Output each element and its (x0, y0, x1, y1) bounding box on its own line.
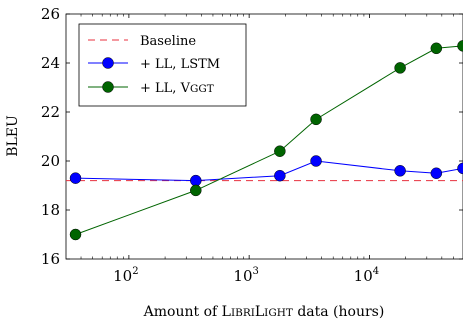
plot-frame (65, 13, 463, 260)
legend-vggt-marker (102, 81, 114, 93)
x-axis-minor-ticks (80, 14, 454, 259)
legend-lstm-marker (102, 57, 114, 69)
series-0-point (457, 162, 463, 175)
y-axis-title: BLEU (5, 115, 21, 157)
y-tick-label: 26 (41, 5, 60, 23)
y-tick-label: 18 (41, 201, 60, 219)
y-tick-label: 16 (41, 250, 60, 268)
series-0-point (274, 169, 286, 182)
series-0-point (69, 172, 82, 184)
series-0-point (310, 155, 322, 167)
series-1-point (394, 62, 406, 74)
x-tick-label: 104 (354, 266, 379, 285)
y-tick-label: 24 (41, 54, 60, 72)
x-tick-label: 102 (113, 266, 138, 285)
series-1-point (310, 113, 322, 126)
legend: Baseline + LL, LSTM + LL, VGGT (78, 23, 247, 107)
series-layer (69, 40, 463, 241)
legend-lstm-label: + LL, LSTM (140, 57, 220, 72)
x-tick-label: 103 (233, 266, 258, 285)
series-1-point (457, 40, 463, 52)
series-0-point (190, 174, 202, 187)
y-tick-label: 20 (41, 152, 60, 170)
y-tick-label: 22 (41, 103, 60, 121)
series-1-point (430, 42, 443, 55)
series-1-point (190, 184, 202, 197)
y-axis-ticks: 16 18 20 22 24 26 (41, 5, 463, 268)
legend-vggt-label: + LL, VGGT (140, 81, 214, 96)
series-1-point (69, 228, 82, 241)
series-1-point (274, 145, 286, 157)
series-0-point (394, 165, 406, 177)
series-0-point (430, 167, 443, 179)
legend-baseline-label: Baseline (140, 34, 196, 49)
x-axis-title: Amount of LIBRILIGHT data (hours) (143, 304, 385, 320)
x-axis-ticks: 102 103 104 (113, 14, 379, 285)
